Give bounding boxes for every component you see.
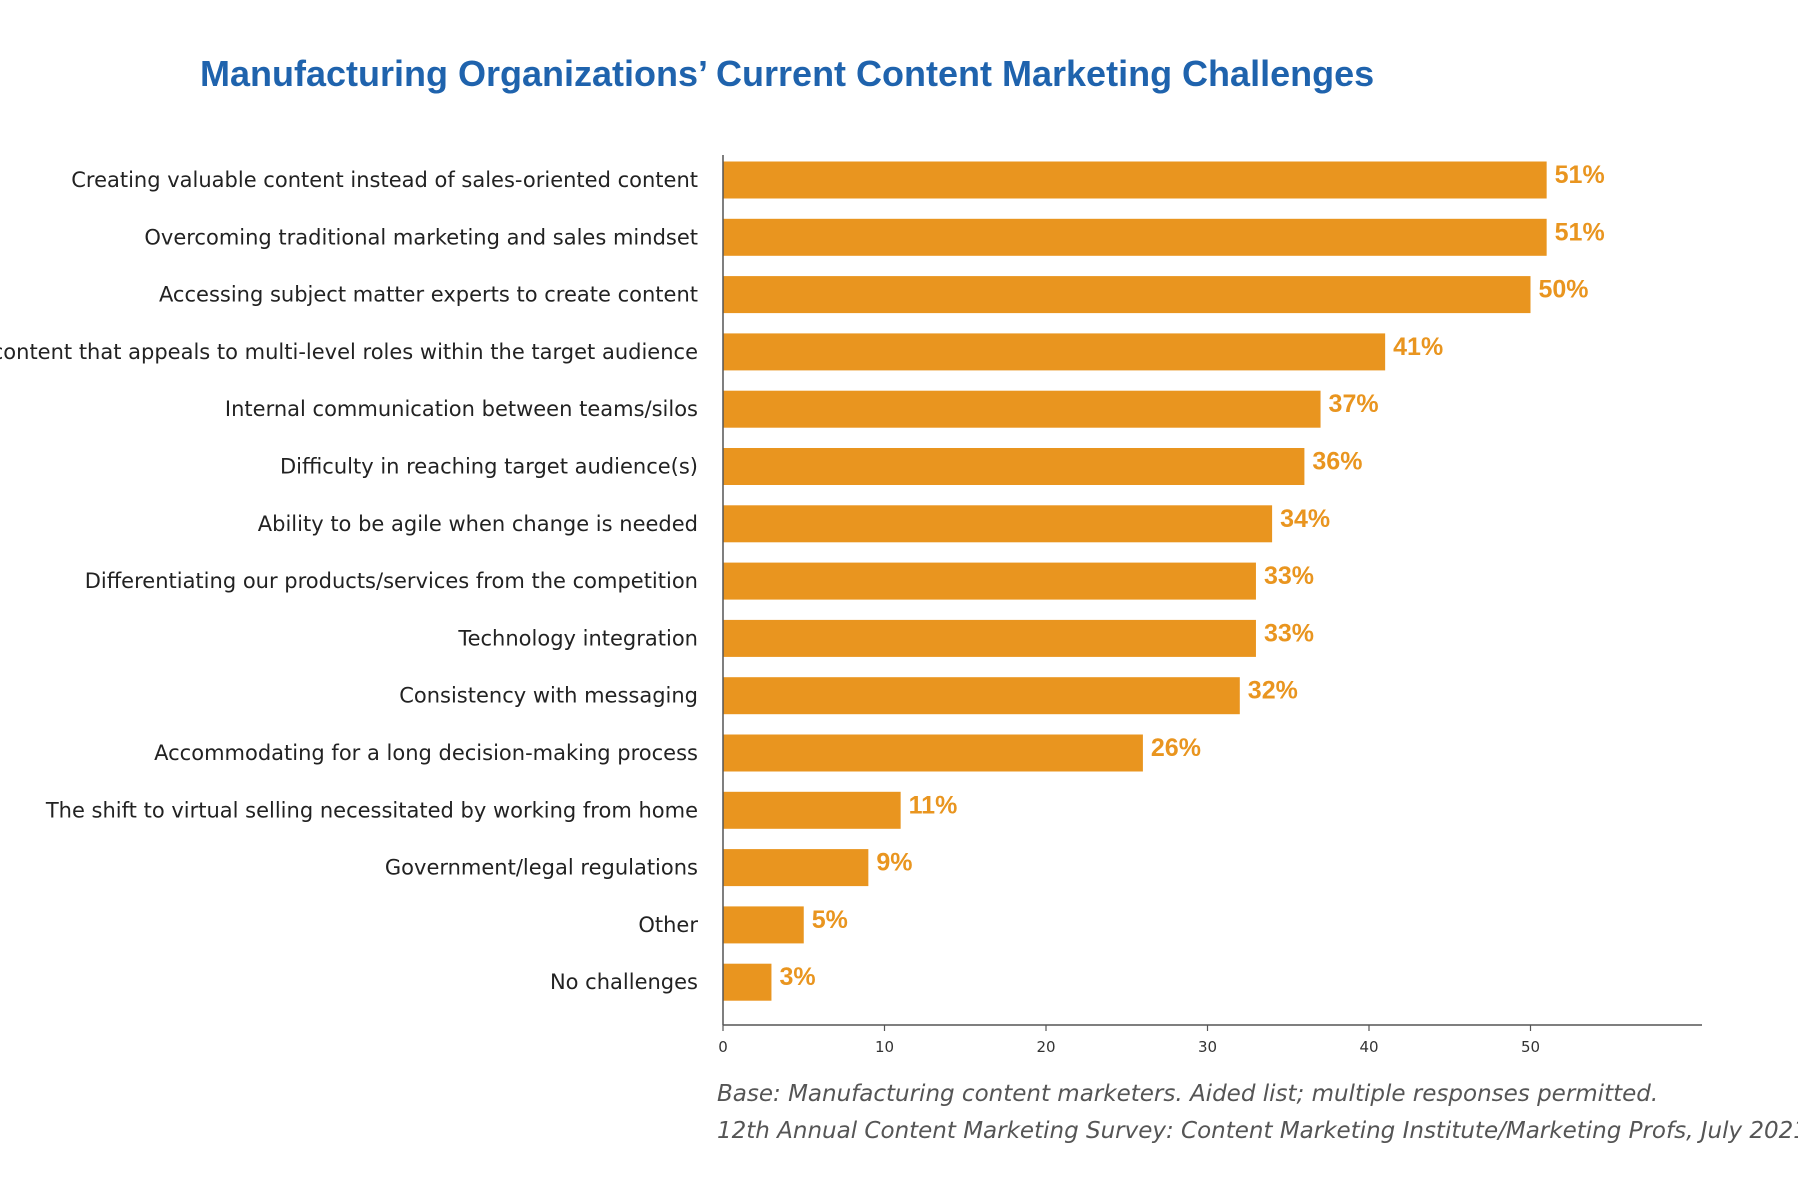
x-tick-label: 0 bbox=[718, 1038, 728, 1056]
chart-title: Manufacturing Organizations’ Current Con… bbox=[200, 53, 1374, 94]
bar bbox=[723, 333, 1386, 371]
category-label: Internal communication between teams/sil… bbox=[225, 397, 698, 421]
category-label: Differentiating our products/services fr… bbox=[85, 569, 698, 593]
bar bbox=[723, 505, 1273, 543]
value-label: 51% bbox=[1555, 161, 1605, 189]
value-label: 37% bbox=[1329, 390, 1379, 418]
x-tick-label: 20 bbox=[1036, 1038, 1055, 1056]
bar bbox=[723, 906, 804, 944]
value-label: 50% bbox=[1539, 276, 1589, 304]
value-label: 41% bbox=[1393, 333, 1443, 361]
value-label: 9% bbox=[876, 849, 912, 877]
category-label: Creating valuable content instead of sal… bbox=[71, 168, 698, 192]
category-label: No challenges bbox=[550, 970, 698, 994]
bar bbox=[723, 562, 1256, 600]
bar bbox=[723, 448, 1305, 485]
bar bbox=[723, 218, 1547, 256]
category-label: Technology integration bbox=[457, 626, 698, 650]
value-label: 34% bbox=[1280, 505, 1330, 533]
bar bbox=[723, 849, 869, 887]
category-label: Difficulty in reaching target audience(s… bbox=[280, 455, 698, 479]
bar bbox=[723, 390, 1321, 428]
x-tick-label: 40 bbox=[1359, 1038, 1378, 1056]
x-axis: 0 10 20 30 40 50 bbox=[718, 155, 1702, 1056]
category-label: Overcoming traditional marketing and sal… bbox=[144, 225, 698, 249]
value-label: 51% bbox=[1555, 218, 1605, 246]
value-label: 11% bbox=[909, 791, 958, 819]
bar bbox=[723, 734, 1143, 772]
category-label: Other bbox=[638, 913, 698, 937]
value-label: 33% bbox=[1264, 562, 1314, 590]
value-label: 3% bbox=[779, 963, 815, 991]
value-label: 5% bbox=[812, 906, 848, 934]
value-label: 33% bbox=[1264, 619, 1314, 647]
category-label: Government/legal regulations bbox=[385, 856, 698, 880]
bar bbox=[723, 619, 1256, 657]
x-tick-label: 10 bbox=[875, 1038, 894, 1056]
x-tick-label: 50 bbox=[1521, 1038, 1540, 1056]
value-label: 32% bbox=[1248, 677, 1298, 705]
bar bbox=[723, 677, 1240, 715]
category-label: Creating content that appeals to multi-l… bbox=[0, 340, 698, 364]
category-label: Accommodating for a long decision-making… bbox=[154, 741, 698, 765]
value-label: 26% bbox=[1151, 734, 1201, 762]
category-label: Consistency with messaging bbox=[399, 684, 698, 708]
footnote-source: 12th Annual Content Marketing Survey: Co… bbox=[717, 1118, 1798, 1144]
footnote-base: Base: Manufacturing content marketers. A… bbox=[717, 1081, 1658, 1107]
bar bbox=[723, 963, 772, 1001]
x-tick-label: 30 bbox=[1198, 1038, 1217, 1056]
bars-layer: Creating valuable content instead of sal… bbox=[0, 161, 1605, 1001]
value-label: 36% bbox=[1312, 448, 1362, 476]
bar bbox=[723, 161, 1547, 199]
bar bbox=[723, 791, 901, 829]
bar bbox=[723, 276, 1531, 314]
category-label: The shift to virtual selling necessitate… bbox=[45, 798, 698, 822]
category-label: Accessing subject matter experts to crea… bbox=[159, 283, 698, 307]
category-label: Ability to be agile when change is neede… bbox=[258, 512, 698, 536]
